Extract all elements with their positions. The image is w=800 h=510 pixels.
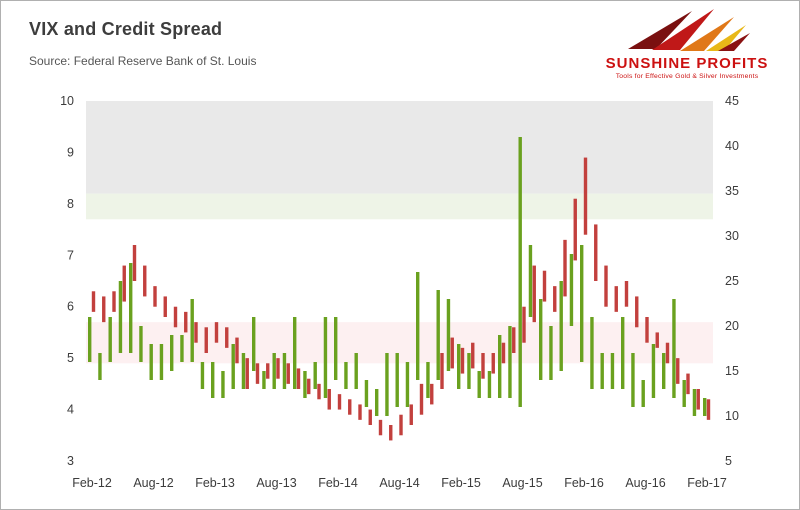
svg-text:Feb-12: Feb-12 (72, 476, 112, 490)
svg-text:Feb-17: Feb-17 (687, 476, 727, 490)
logo-tagline: Tools for Effective Gold & Silver Invest… (615, 73, 759, 80)
svg-text:6: 6 (67, 300, 74, 314)
svg-text:4: 4 (67, 403, 74, 417)
svg-text:Aug-14: Aug-14 (379, 476, 419, 490)
svg-text:40: 40 (725, 139, 739, 153)
svg-text:5: 5 (725, 454, 732, 468)
svg-text:10: 10 (725, 409, 739, 423)
svg-text:Feb-16: Feb-16 (564, 476, 604, 490)
chart-source: Source: Federal Reserve Bank of St. Loui… (29, 54, 257, 68)
svg-text:Feb-14: Feb-14 (318, 476, 358, 490)
chart-header: VIX and Credit Spread Source: Federal Re… (29, 19, 256, 68)
chart-title: VIX and Credit Spread (29, 19, 223, 39)
logo-brush-icon (628, 9, 750, 51)
svg-text:20: 20 (725, 319, 739, 333)
svg-text:Feb-13: Feb-13 (195, 476, 235, 490)
logo-name: SUNSHINE PROFITS (605, 55, 769, 72)
svg-text:45: 45 (725, 94, 739, 108)
svg-text:15: 15 (725, 364, 739, 378)
svg-text:Aug-13: Aug-13 (256, 476, 296, 490)
sunshine-profits-logo: SUNSHINE PROFITS Tools for Effective Gol… (597, 9, 777, 80)
svg-text:Feb-15: Feb-15 (441, 476, 481, 490)
svg-text:30: 30 (725, 229, 739, 243)
svg-text:8: 8 (67, 197, 74, 211)
svg-text:9: 9 (67, 145, 74, 159)
svg-text:3: 3 (67, 454, 74, 468)
svg-text:7: 7 (67, 248, 74, 262)
svg-text:Aug-15: Aug-15 (502, 476, 542, 490)
svg-text:35: 35 (725, 184, 739, 198)
svg-text:25: 25 (725, 274, 739, 288)
svg-text:Aug-12: Aug-12 (133, 476, 173, 490)
svg-text:Aug-16: Aug-16 (625, 476, 665, 490)
svg-text:5: 5 (67, 351, 74, 365)
svg-text:10: 10 (60, 94, 74, 108)
